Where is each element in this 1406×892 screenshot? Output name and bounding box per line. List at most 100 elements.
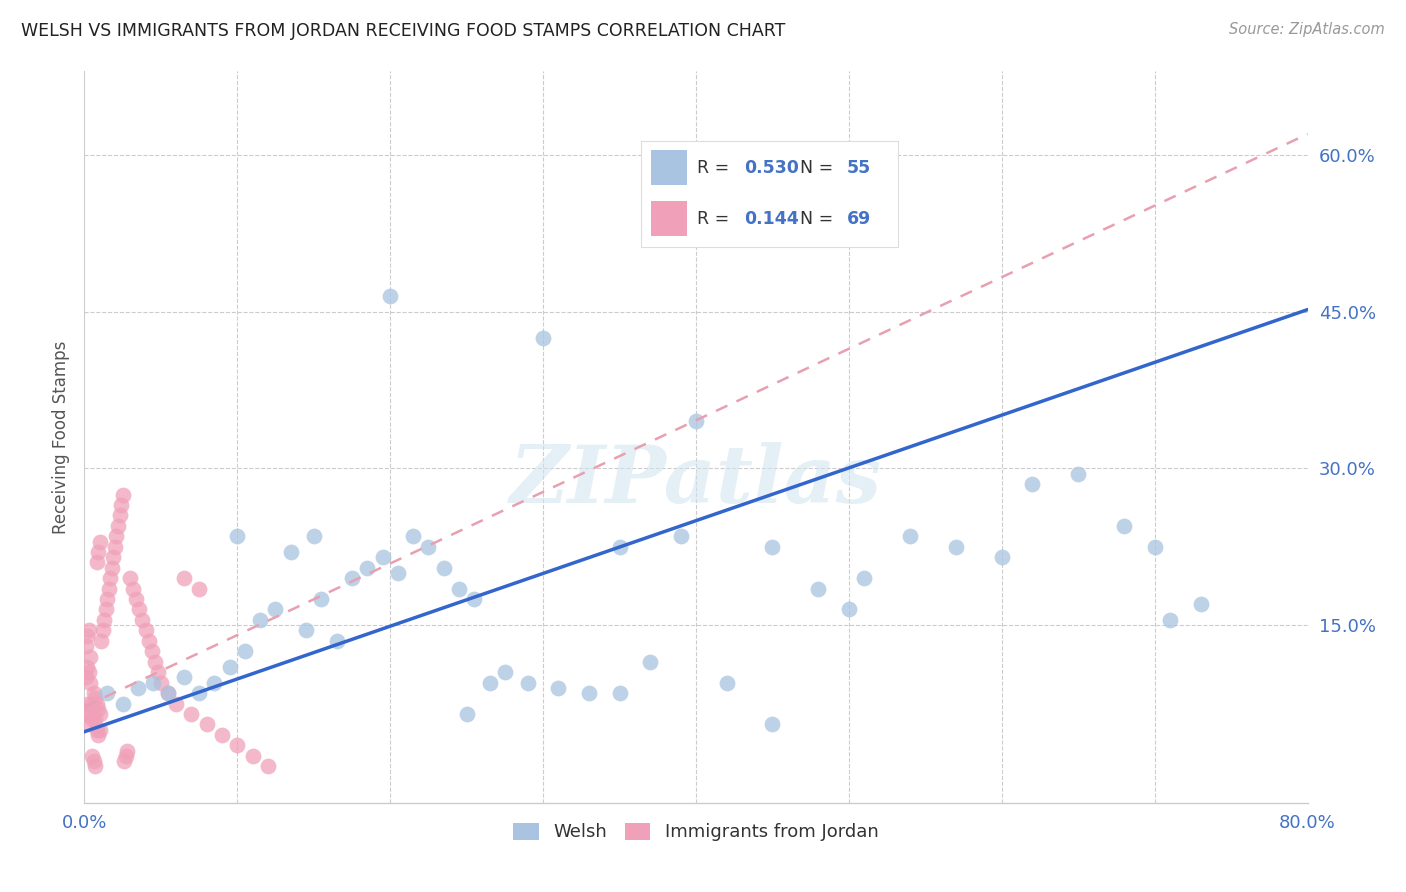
Point <box>79 717 101 731</box>
Point <box>165 697 187 711</box>
Text: Source: ZipAtlas.com: Source: ZipAtlas.com <box>1229 22 1385 37</box>
Point <box>79 649 101 664</box>
Text: ZIPatlas: ZIPatlas <box>510 442 882 520</box>
Point <box>107 519 129 533</box>
Point <box>89 706 111 721</box>
Point <box>447 582 470 596</box>
Point <box>295 624 318 638</box>
Point <box>669 529 692 543</box>
Point <box>456 706 478 721</box>
Point <box>761 540 783 554</box>
Point <box>311 592 333 607</box>
Point <box>1189 597 1212 611</box>
Point <box>146 665 169 680</box>
Point <box>340 571 363 585</box>
Point <box>96 686 118 700</box>
Point <box>114 748 136 763</box>
Point <box>98 571 121 585</box>
Point <box>1021 477 1043 491</box>
Point <box>127 681 149 695</box>
Point <box>111 697 134 711</box>
Point <box>120 571 142 585</box>
Point <box>128 602 150 616</box>
Point <box>280 545 302 559</box>
Point <box>157 686 180 700</box>
Point <box>87 728 110 742</box>
Point <box>76 660 98 674</box>
Point <box>103 550 125 565</box>
Text: WELSH VS IMMIGRANTS FROM JORDAN RECEIVING FOOD STAMPS CORRELATION CHART: WELSH VS IMMIGRANTS FROM JORDAN RECEIVIN… <box>21 22 786 40</box>
Point <box>264 602 287 616</box>
Point <box>80 748 103 763</box>
Point <box>547 681 569 695</box>
Point <box>302 529 325 543</box>
Point <box>945 540 967 554</box>
Point <box>1159 613 1181 627</box>
Point <box>125 592 148 607</box>
Point <box>157 686 180 700</box>
Point <box>418 540 440 554</box>
Point <box>97 582 120 596</box>
Point <box>90 633 112 648</box>
Legend: Welsh, Immigrants from Jordan: Welsh, Immigrants from Jordan <box>506 815 886 848</box>
Point <box>838 602 860 616</box>
Point <box>325 633 347 648</box>
Point <box>83 702 105 716</box>
Point <box>142 675 165 690</box>
Point <box>108 508 131 523</box>
Point <box>202 675 225 690</box>
Point <box>112 754 135 768</box>
Point <box>494 665 516 680</box>
Point <box>104 540 127 554</box>
Point <box>1114 519 1136 533</box>
Point <box>101 560 124 574</box>
Point <box>402 529 425 543</box>
Point <box>356 560 378 574</box>
Y-axis label: Receiving Food Stamps: Receiving Food Stamps <box>52 341 70 533</box>
Point <box>135 624 157 638</box>
Point <box>122 582 145 596</box>
Point <box>76 629 98 643</box>
Point <box>80 712 103 726</box>
Point <box>84 691 107 706</box>
Point <box>138 633 160 648</box>
Point <box>180 706 202 721</box>
Point <box>609 686 631 700</box>
Point <box>77 706 100 721</box>
Point <box>898 529 921 543</box>
Point <box>115 743 138 757</box>
Point <box>195 717 218 731</box>
Point <box>761 717 783 731</box>
Point <box>131 613 153 627</box>
Point <box>578 686 600 700</box>
Point <box>371 550 394 565</box>
Point <box>86 723 108 737</box>
Point <box>609 540 631 554</box>
Point <box>991 550 1014 565</box>
Point <box>89 534 111 549</box>
Point <box>86 697 108 711</box>
Point <box>173 571 195 585</box>
Point <box>638 655 661 669</box>
Point <box>87 702 110 716</box>
Point <box>380 289 402 303</box>
Point <box>807 582 830 596</box>
Point <box>1143 540 1166 554</box>
Point <box>75 706 97 721</box>
Point <box>387 566 409 580</box>
Point <box>233 644 256 658</box>
Point <box>433 560 456 574</box>
Point <box>77 665 100 680</box>
Point <box>188 582 211 596</box>
Point <box>226 739 249 753</box>
Point <box>83 754 105 768</box>
Point <box>79 675 101 690</box>
Point <box>93 613 115 627</box>
Point <box>249 613 271 627</box>
Point <box>84 759 107 773</box>
Point <box>173 670 195 684</box>
Point <box>111 487 134 501</box>
Point <box>87 545 110 559</box>
Point <box>478 675 501 690</box>
Point <box>94 602 117 616</box>
